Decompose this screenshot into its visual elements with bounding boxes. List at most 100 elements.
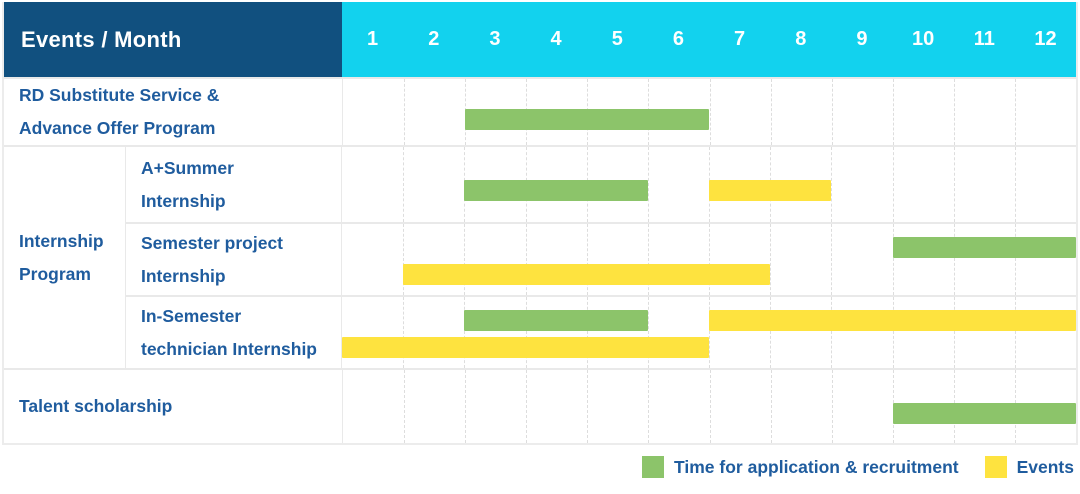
month-gridline [892,224,894,295]
month-gridline [1014,79,1016,145]
month-gridline [831,79,833,145]
month-gridline [403,147,405,222]
month-gridline [953,297,955,368]
label-line: Semester project [141,232,284,253]
month-header-cell: 3 [489,28,501,50]
month-header-cell: 5 [611,28,623,50]
chart-cell [342,370,1076,443]
label-line: Talent scholarship [19,396,173,416]
month-gridline [525,297,527,368]
month-gridline [648,370,650,443]
month-gridline [709,224,710,295]
label-line: technician Internship [141,338,317,359]
month-header-cell: 4 [550,28,562,50]
application-recruitment-bar [892,237,1076,258]
month-gridline [647,224,649,295]
legend-green-swatch [642,456,665,478]
month-gridline [953,79,955,145]
month-gridline [1014,147,1016,222]
row-label: Semester project Internship [126,224,341,295]
events-bar [403,264,771,285]
month-gridline [403,224,405,295]
row-label: Talent scholarship [4,370,342,443]
label-line: Internship [141,265,226,286]
application-recruitment-bar [464,180,648,201]
chart-cell [341,297,1076,368]
label-line: Internship [141,190,226,211]
label-line: RD Substitute Service & [19,85,220,105]
events-month-table: Events / Month 1 2 3 4 5 6 7 8 9 10 11 12 RD Substi… [2,2,1078,445]
application-recruitment-bar [465,109,710,130]
month-header-row: 1 2 3 4 5 6 7 8 9 10 11 12 [342,2,1076,77]
legend-application-label: Time for application & recruitment [674,456,959,477]
month-gridline [709,297,710,368]
month-gridline [892,147,894,222]
label-line: Program [19,263,91,284]
month-gridline [770,370,772,443]
month-gridline [404,370,406,443]
month-gridline [525,224,527,295]
label-line: Advance Offer Program [19,118,216,138]
events-month-header-cell: Events / Month [4,2,342,77]
events-bar [709,180,832,201]
month-gridline [831,147,833,222]
month-gridline [464,297,466,368]
month-gridline [831,224,833,295]
month-header-cell: 8 [795,28,807,50]
label-line: A+Summer [141,157,234,178]
month-gridline [770,79,772,145]
month-header-cell: 12 [1034,28,1057,50]
month-gridline [586,297,588,368]
gantt-body: RD Substitute Service & Advance Offer Pro… [4,77,1076,443]
month-gridline [892,297,894,368]
legend-yellow-swatch [984,456,1007,478]
label-line: In-Semester [141,305,242,326]
month-gridline [464,224,466,295]
month-header-cell: 2 [428,28,440,50]
table-row: RD Substitute Service & Advance Offer Pro… [4,77,1076,145]
month-gridline [831,297,833,368]
month-gridline [404,79,406,145]
events-bar [342,337,709,358]
month-gridline [770,224,772,295]
month-gridline [953,147,955,222]
month-header-cell: 10 [912,28,935,50]
chart-cell [341,224,1076,295]
month-gridline [647,297,649,368]
events-month-header-label: Events / Month [21,26,182,52]
events-bar [709,310,1076,331]
row-label: RD Substitute Service & Advance Offer Pro… [4,79,342,145]
month-gridline [709,79,711,145]
table-row: Talent scholarship [4,368,1076,443]
month-header-cell: 11 [973,28,995,50]
month-header-cell: 7 [734,28,746,50]
month-gridline [1014,224,1016,295]
table-row: Semester project Internship [126,222,1076,295]
application-recruitment-bar [892,403,1076,424]
row-label: A+Summer Internship [126,147,341,222]
month-header-cell: 1 [367,28,379,50]
month-gridline [587,370,589,443]
row-label: In-Semester technician Internship [126,297,341,368]
group-block-internship-program: Internship Program A+Summer Internship Semes… [4,145,1076,368]
table-header-row: Events / Month 1 2 3 4 5 6 7 8 9 10 11 12 [4,2,1076,77]
month-gridline [831,370,833,443]
month-gridline [526,370,528,443]
group-label: Internship Program [4,147,126,368]
legend-events-label: Events [1016,456,1074,477]
month-gridline [647,147,649,222]
chart-cell [342,79,1076,145]
month-header-cell: 6 [672,28,684,50]
month-gridline [953,224,955,295]
month-gridline [465,370,467,443]
month-header-cell: 9 [856,28,868,50]
month-gridline [770,297,772,368]
table-row: In-Semester technician Internship [126,295,1076,368]
month-gridline [892,79,894,145]
group-sub-rows: A+Summer Internship Semester project Intern… [126,147,1076,368]
table-row: A+Summer Internship [126,147,1076,222]
month-gridline [1014,297,1016,368]
month-gridline [586,224,588,295]
chart-cell [341,147,1076,222]
